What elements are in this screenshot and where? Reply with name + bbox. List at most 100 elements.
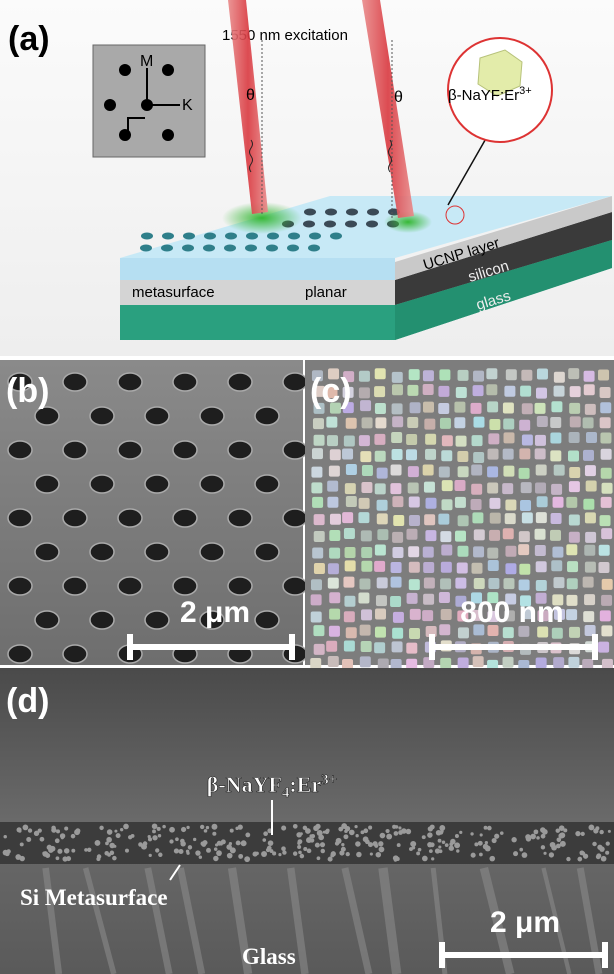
page: (a) M K 1550 nm excitation θ θ β-NaYF:Er… [0,0,614,974]
film-grain [378,841,383,846]
grain [537,416,548,427]
hole [90,611,114,629]
grain [569,532,580,543]
grain [359,387,370,398]
film-grain [398,826,401,829]
grain [441,499,452,510]
grain [521,370,532,381]
film-grain [28,828,32,832]
film-grain [398,830,403,835]
grain [344,435,355,446]
grain [457,563,468,574]
grain [346,464,357,475]
grain [550,530,561,541]
grain [566,497,577,508]
grain [346,496,357,507]
film-grain [178,849,183,854]
grain [473,452,484,463]
grain [503,528,514,539]
grain [440,658,451,669]
film-grain [368,842,373,847]
grain [585,404,596,415]
film-grain [162,825,166,829]
film-grain [216,850,222,856]
grain [570,386,581,397]
grain [361,561,372,572]
hole [161,245,173,252]
film-grain [193,838,196,841]
grain [392,403,403,414]
film-grain [601,856,607,862]
film-grain [180,841,185,846]
film-grain [485,841,488,844]
grain [505,563,516,574]
film-grain [307,849,312,854]
hole [118,509,142,527]
grain [343,577,354,588]
grain [585,512,596,523]
hole [309,233,321,240]
film-grain [379,847,385,853]
label-part: :Er [289,772,321,797]
film-grain [331,851,336,856]
grain [329,466,340,477]
grain [519,564,530,575]
grain [391,464,402,475]
grain [360,451,371,462]
grain [473,656,484,667]
film-grain [212,832,216,836]
film-grain [422,835,426,839]
film-grain [42,851,48,857]
film-grain [158,853,162,857]
film-grain [152,829,156,833]
grain [488,560,499,571]
grain [327,481,338,492]
grain [441,609,452,620]
grain [313,625,324,636]
film-grain [123,824,129,830]
grain [377,468,388,479]
film-grain [422,856,428,862]
film-grain [306,837,312,843]
film-grain [107,829,113,835]
grain [374,561,385,572]
film-grain [430,842,435,847]
grain [488,578,499,589]
label-sup: 3+ [321,772,337,788]
hole [255,407,279,425]
grain [375,451,386,462]
film-grain [226,844,232,850]
grain [586,432,597,443]
grain [567,561,578,572]
grain [439,624,450,635]
grain [458,657,469,668]
grain [346,627,357,638]
film-grain [596,855,601,860]
film-grain [606,842,610,846]
grain [535,545,546,556]
grain [585,465,596,476]
film-grain [344,829,348,833]
grain [536,658,547,669]
grain [585,532,596,543]
grain [553,657,564,668]
film-grain [18,830,21,833]
film-grain [318,835,324,841]
grain [522,434,533,445]
particle-label: β-NaYF:Er3+ [448,85,532,104]
grain [313,418,324,429]
film-grain [51,828,56,833]
grain [585,562,596,573]
grain [471,484,482,495]
grain [520,500,531,511]
film-grain [438,839,442,843]
grain [583,499,594,510]
film-grain [26,837,31,842]
film-grain [112,856,117,861]
grain [360,400,371,411]
film-grain [116,833,121,838]
grain [568,368,579,379]
film-grain [356,852,362,858]
film-grain [199,856,202,859]
grain [519,468,530,479]
